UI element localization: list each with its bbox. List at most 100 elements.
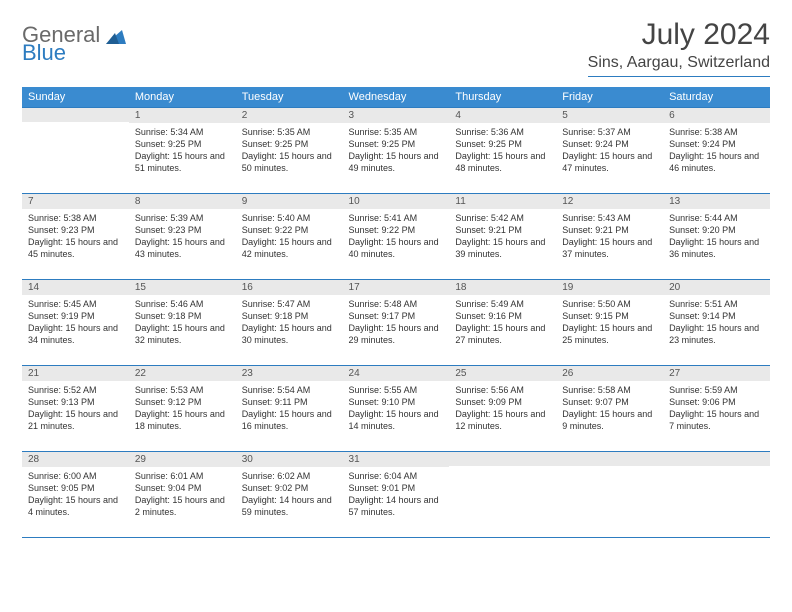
sunset-text: Sunset: 9:25 PM <box>455 138 550 150</box>
sunrise-text: Sunrise: 5:34 AM <box>135 126 230 138</box>
day-details: Sunrise: 5:55 AMSunset: 9:10 PMDaylight:… <box>343 381 450 437</box>
calendar-week-row: 28Sunrise: 6:00 AMSunset: 9:05 PMDayligh… <box>22 452 770 538</box>
sunset-text: Sunset: 9:25 PM <box>242 138 337 150</box>
sunrise-text: Sunrise: 5:51 AM <box>669 298 764 310</box>
sunrise-text: Sunrise: 5:39 AM <box>135 212 230 224</box>
sunrise-text: Sunrise: 6:00 AM <box>28 470 123 482</box>
sunrise-text: Sunrise: 5:40 AM <box>242 212 337 224</box>
daylight-text: Daylight: 15 hours and 14 minutes. <box>349 408 444 432</box>
sunrise-text: Sunrise: 5:38 AM <box>28 212 123 224</box>
sunrise-text: Sunrise: 5:53 AM <box>135 384 230 396</box>
sunset-text: Sunset: 9:04 PM <box>135 482 230 494</box>
sunrise-text: Sunrise: 6:04 AM <box>349 470 444 482</box>
weekday-header: Wednesday <box>343 87 450 108</box>
calendar-cell: 13Sunrise: 5:44 AMSunset: 9:20 PMDayligh… <box>663 194 770 280</box>
weekday-header: Tuesday <box>236 87 343 108</box>
daylight-text: Daylight: 15 hours and 32 minutes. <box>135 322 230 346</box>
day-number: 1 <box>129 108 236 123</box>
sunset-text: Sunset: 9:07 PM <box>562 396 657 408</box>
weekday-header: Monday <box>129 87 236 108</box>
day-details: Sunrise: 5:58 AMSunset: 9:07 PMDaylight:… <box>556 381 663 437</box>
sunset-text: Sunset: 9:19 PM <box>28 310 123 322</box>
calendar-header: Sunday Monday Tuesday Wednesday Thursday… <box>22 87 770 108</box>
day-number: 12 <box>556 194 663 209</box>
sunrise-text: Sunrise: 5:44 AM <box>669 212 764 224</box>
sunrise-text: Sunrise: 5:45 AM <box>28 298 123 310</box>
day-details: Sunrise: 5:41 AMSunset: 9:22 PMDaylight:… <box>343 209 450 265</box>
day-details: Sunrise: 5:46 AMSunset: 9:18 PMDaylight:… <box>129 295 236 351</box>
sunrise-text: Sunrise: 5:52 AM <box>28 384 123 396</box>
day-number <box>449 452 556 466</box>
day-details: Sunrise: 5:47 AMSunset: 9:18 PMDaylight:… <box>236 295 343 351</box>
daylight-text: Daylight: 15 hours and 30 minutes. <box>242 322 337 346</box>
weekday-header: Sunday <box>22 87 129 108</box>
daylight-text: Daylight: 15 hours and 50 minutes. <box>242 150 337 174</box>
day-details: Sunrise: 5:35 AMSunset: 9:25 PMDaylight:… <box>236 123 343 179</box>
calendar-table: Sunday Monday Tuesday Wednesday Thursday… <box>22 87 770 538</box>
day-details: Sunrise: 5:59 AMSunset: 9:06 PMDaylight:… <box>663 381 770 437</box>
day-number: 3 <box>343 108 450 123</box>
day-details: Sunrise: 5:49 AMSunset: 9:16 PMDaylight:… <box>449 295 556 351</box>
sunrise-text: Sunrise: 5:41 AM <box>349 212 444 224</box>
day-details: Sunrise: 5:52 AMSunset: 9:13 PMDaylight:… <box>22 381 129 437</box>
sunrise-text: Sunrise: 5:38 AM <box>669 126 764 138</box>
day-number: 28 <box>22 452 129 467</box>
daylight-text: Daylight: 15 hours and 46 minutes. <box>669 150 764 174</box>
day-number: 5 <box>556 108 663 123</box>
calendar-cell <box>556 452 663 538</box>
sunrise-text: Sunrise: 6:02 AM <box>242 470 337 482</box>
day-details: Sunrise: 5:42 AMSunset: 9:21 PMDaylight:… <box>449 209 556 265</box>
calendar-body: 1Sunrise: 5:34 AMSunset: 9:25 PMDaylight… <box>22 108 770 538</box>
calendar-cell <box>449 452 556 538</box>
day-number: 19 <box>556 280 663 295</box>
day-details: Sunrise: 5:38 AMSunset: 9:24 PMDaylight:… <box>663 123 770 179</box>
day-number: 30 <box>236 452 343 467</box>
sunrise-text: Sunrise: 5:35 AM <box>242 126 337 138</box>
day-number: 29 <box>129 452 236 467</box>
sunset-text: Sunset: 9:14 PM <box>669 310 764 322</box>
day-details: Sunrise: 6:04 AMSunset: 9:01 PMDaylight:… <box>343 467 450 523</box>
day-number: 18 <box>449 280 556 295</box>
calendar-cell: 17Sunrise: 5:48 AMSunset: 9:17 PMDayligh… <box>343 280 450 366</box>
calendar-cell <box>22 108 129 194</box>
calendar-cell: 9Sunrise: 5:40 AMSunset: 9:22 PMDaylight… <box>236 194 343 280</box>
daylight-text: Daylight: 15 hours and 47 minutes. <box>562 150 657 174</box>
day-details: Sunrise: 6:01 AMSunset: 9:04 PMDaylight:… <box>129 467 236 523</box>
day-number: 20 <box>663 280 770 295</box>
calendar-cell: 6Sunrise: 5:38 AMSunset: 9:24 PMDaylight… <box>663 108 770 194</box>
sunset-text: Sunset: 9:25 PM <box>349 138 444 150</box>
day-details: Sunrise: 5:44 AMSunset: 9:20 PMDaylight:… <box>663 209 770 265</box>
day-number: 31 <box>343 452 450 467</box>
calendar-cell: 30Sunrise: 6:02 AMSunset: 9:02 PMDayligh… <box>236 452 343 538</box>
calendar-cell: 22Sunrise: 5:53 AMSunset: 9:12 PMDayligh… <box>129 366 236 452</box>
calendar-cell: 24Sunrise: 5:55 AMSunset: 9:10 PMDayligh… <box>343 366 450 452</box>
sunrise-text: Sunrise: 5:55 AM <box>349 384 444 396</box>
sunrise-text: Sunrise: 5:49 AM <box>455 298 550 310</box>
calendar-cell: 4Sunrise: 5:36 AMSunset: 9:25 PMDaylight… <box>449 108 556 194</box>
day-number: 22 <box>129 366 236 381</box>
sunset-text: Sunset: 9:22 PM <box>349 224 444 236</box>
calendar-cell: 5Sunrise: 5:37 AMSunset: 9:24 PMDaylight… <box>556 108 663 194</box>
daylight-text: Daylight: 15 hours and 18 minutes. <box>135 408 230 432</box>
day-details: Sunrise: 6:02 AMSunset: 9:02 PMDaylight:… <box>236 467 343 523</box>
day-number: 6 <box>663 108 770 123</box>
day-number: 15 <box>129 280 236 295</box>
sunset-text: Sunset: 9:21 PM <box>455 224 550 236</box>
calendar-cell: 25Sunrise: 5:56 AMSunset: 9:09 PMDayligh… <box>449 366 556 452</box>
daylight-text: Daylight: 15 hours and 48 minutes. <box>455 150 550 174</box>
title-block: July 2024 Sins, Aargau, Switzerland <box>588 18 770 77</box>
day-number: 21 <box>22 366 129 381</box>
calendar-cell: 3Sunrise: 5:35 AMSunset: 9:25 PMDaylight… <box>343 108 450 194</box>
sunset-text: Sunset: 9:10 PM <box>349 396 444 408</box>
sunset-text: Sunset: 9:24 PM <box>562 138 657 150</box>
calendar-cell: 26Sunrise: 5:58 AMSunset: 9:07 PMDayligh… <box>556 366 663 452</box>
daylight-text: Daylight: 14 hours and 59 minutes. <box>242 494 337 518</box>
sunset-text: Sunset: 9:25 PM <box>135 138 230 150</box>
sunrise-text: Sunrise: 5:36 AM <box>455 126 550 138</box>
daylight-text: Daylight: 15 hours and 4 minutes. <box>28 494 123 518</box>
calendar-cell: 8Sunrise: 5:39 AMSunset: 9:23 PMDaylight… <box>129 194 236 280</box>
calendar-cell: 31Sunrise: 6:04 AMSunset: 9:01 PMDayligh… <box>343 452 450 538</box>
sunset-text: Sunset: 9:09 PM <box>455 396 550 408</box>
day-number: 7 <box>22 194 129 209</box>
sunset-text: Sunset: 9:01 PM <box>349 482 444 494</box>
